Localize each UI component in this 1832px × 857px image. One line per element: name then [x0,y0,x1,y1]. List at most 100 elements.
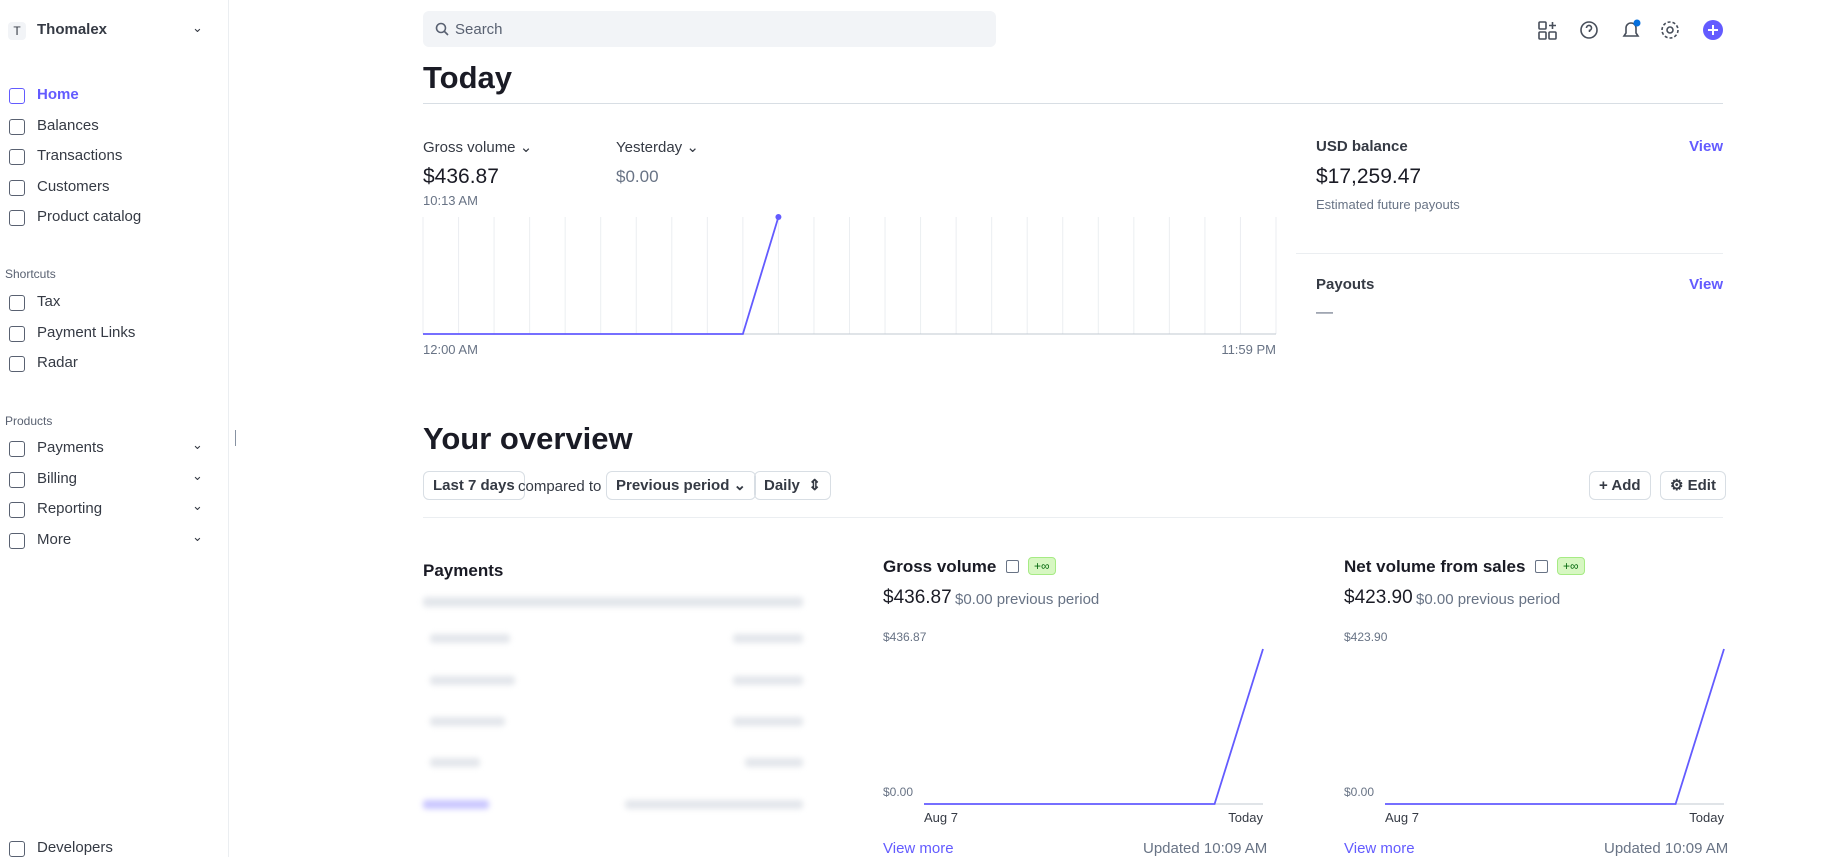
nav-item[interactable]: Tax [37,293,61,310]
text: Daily [764,477,800,494]
nav-item[interactable]: Product catalog [37,208,142,225]
nav-icon [9,179,25,196]
divider [423,517,1723,518]
range-button[interactable]: Last 7 days [423,471,525,500]
card-value: $423.90 [1344,587,1413,608]
nav-icon [9,441,25,457]
text: Yesterday [616,139,683,156]
search-icon [435,22,449,36]
chevron[interactable]: ⌄ [192,437,203,452]
nav-item[interactable]: Home [37,86,79,103]
updated: Updated 10:09 AM [1143,840,1268,857]
x-label: Aug 7 [1385,810,1419,825]
gross-value: $436.87 [423,165,499,188]
badge: +∞ [1557,557,1585,575]
card-previous: $0.00 previous period [1416,591,1561,608]
nav-icon [9,295,25,311]
payments-title: Payments [423,561,504,580]
bell-icon[interactable] [1622,22,1640,37]
edit-button[interactable]: ⚙ Edit [1660,471,1726,500]
nav-icon [9,88,25,104]
nav-item[interactable]: Reporting [37,500,103,517]
interval-button[interactable]: Daily ⇕ [754,471,831,500]
y-tick-label: $423.90 [1344,630,1388,644]
nav-icon [9,841,25,857]
settings-icon[interactable] [1666,26,1674,34]
point [775,214,782,220]
line [423,216,780,335]
chevron[interactable]: ⌄ [192,528,203,544]
today-chart: 12:00 AM 11:59 PM [422,214,1277,357]
balance-note: Estimated future payouts [1316,197,1460,212]
x-tick-label: 11:59 PM [1221,342,1276,357]
period-button[interactable]: Previous period ⌄ [606,471,757,500]
account-name[interactable]: Thomalex [37,21,108,38]
chevron[interactable]: ⌄ [192,498,203,513]
nav-item[interactable]: Customers [37,177,110,195]
nav-icon [9,471,25,488]
payouts-label: Payouts [1316,276,1375,293]
x-tick-label: 12:00 AM [423,342,478,357]
nav-icon [9,210,25,226]
card-chart: $0.00 $436.87 Aug 7 Today [883,630,1264,825]
y-tick-label: $0.00 [883,785,913,799]
updated: Updated 10:09 AM [1604,840,1729,857]
nav-icon [9,356,25,372]
divider [1296,253,1723,254]
help-icon[interactable] [1580,21,1598,39]
account-initial: T [8,22,26,40]
nav-item[interactable]: More [37,530,72,548]
nav-icon [9,502,25,518]
x-label: Today [1228,810,1263,825]
card-previous: $0.00 previous period [955,591,1100,608]
today-title: Today [423,60,512,95]
nav-item[interactable]: Radar [37,354,78,371]
info-icon[interactable] [1535,560,1548,573]
view-more[interactable]: View more [1344,840,1415,857]
payouts-value: — [1316,302,1333,321]
card-title: Gross volume [883,557,997,576]
nav-item[interactable]: Balances [37,116,99,134]
nav-item[interactable]: Payment Links [37,323,136,341]
nav-item[interactable]: Payments [37,439,104,456]
search-placeholder: Search [455,21,503,38]
line [924,648,1264,805]
sidebar: T Thomalex ⌄ Home Balances Transactions Cus… [0,0,229,857]
x-label: Aug 7 [924,810,958,825]
y-tick-label: $436.87 [883,630,927,644]
x-label: Today [1689,810,1724,825]
chevron[interactable]: ⌄ [192,20,203,35]
divider [423,103,1723,104]
search-box[interactable]: Search [423,11,996,47]
nav-icon [9,149,25,165]
gross-label[interactable]: Gross volume ⌄ [423,139,533,156]
nav-item[interactable]: Billing [37,469,78,487]
chevron[interactable]: ⌄ [192,467,203,483]
resize-handle[interactable] [235,430,236,446]
toolbar [1538,19,1723,40]
nav-icon [9,118,25,135]
nav-item[interactable]: Developers [37,839,113,856]
nav-icon [9,532,25,549]
nav-item[interactable]: Transactions [37,147,123,164]
yesterday-label[interactable]: Yesterday ⌄ [616,139,699,156]
y-tick-label: $0.00 [1344,785,1374,799]
text: Add [1611,477,1641,494]
payouts-link[interactable]: View [1689,276,1723,293]
add-button[interactable]: + Add [1589,471,1651,500]
text: Edit [1687,477,1716,494]
overview-title: Your overview [423,421,633,456]
balance-link[interactable]: View [1689,138,1723,155]
nav-icon [9,325,25,342]
line [1385,648,1725,805]
card-chart: $0.00 $423.90 Aug 7 Today [1344,630,1725,825]
badge: +∞ [1028,557,1056,575]
text: Gross volume [423,139,516,156]
apps-icon[interactable] [1538,21,1547,30]
view-more[interactable]: View more [883,840,954,857]
card-title: Net volume from sales [1344,557,1526,576]
section-heading: Shortcuts [5,267,56,281]
info-icon[interactable] [1006,560,1019,573]
card-value: $436.87 [883,587,952,608]
